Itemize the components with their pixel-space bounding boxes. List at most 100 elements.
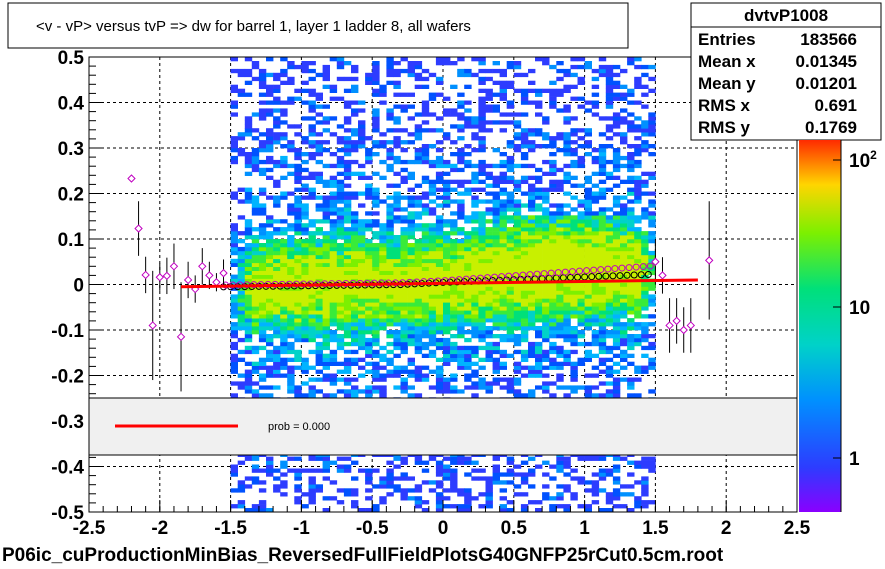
heatmap-cell bbox=[520, 243, 529, 248]
heatmap-cell bbox=[407, 369, 415, 374]
heatmap-cell bbox=[414, 318, 423, 323]
heatmap-cell bbox=[379, 393, 387, 398]
heatmap-cell bbox=[620, 504, 628, 509]
heatmap-cell bbox=[336, 76, 345, 82]
heatmap-cell bbox=[393, 290, 401, 295]
heatmap-cell bbox=[386, 203, 394, 208]
heatmap-cell bbox=[528, 282, 536, 287]
heatmap-cell bbox=[237, 239, 246, 244]
heatmap-cell bbox=[280, 306, 288, 311]
heatmap-cell bbox=[372, 68, 380, 74]
heatmap-cell bbox=[605, 68, 614, 74]
heatmap-cell bbox=[598, 393, 607, 398]
heatmap-cell bbox=[443, 171, 451, 176]
outer-mean-point bbox=[183, 275, 193, 285]
heatmap-cell bbox=[379, 199, 387, 204]
heatmap-cell bbox=[308, 322, 316, 327]
heatmap-cell bbox=[542, 282, 550, 287]
heatmap-cell bbox=[244, 80, 253, 85]
heatmap-cell bbox=[308, 274, 316, 279]
heatmap-cell bbox=[315, 112, 323, 117]
heatmap-cell bbox=[627, 191, 635, 196]
heatmap-cell bbox=[612, 389, 621, 394]
heatmap-cell bbox=[358, 243, 366, 248]
heatmap-cell bbox=[577, 96, 585, 101]
heatmap-cell bbox=[641, 484, 649, 489]
heatmap-cell bbox=[627, 377, 635, 382]
heatmap-cell bbox=[598, 330, 607, 335]
heatmap-cell bbox=[372, 318, 380, 323]
heatmap-cell bbox=[584, 262, 592, 267]
heatmap-cell bbox=[294, 152, 302, 157]
heatmap-cell bbox=[244, 286, 253, 291]
heatmap-cell bbox=[428, 270, 437, 275]
heatmap-cell bbox=[443, 250, 451, 256]
heatmap-cell bbox=[478, 219, 486, 224]
heatmap-cell bbox=[435, 310, 444, 315]
heatmap-cell bbox=[549, 243, 557, 248]
heatmap-cell bbox=[492, 235, 500, 240]
heatmap-cell bbox=[443, 286, 451, 291]
heatmap-cell bbox=[273, 270, 281, 275]
heatmap-cell bbox=[520, 246, 529, 252]
heatmap-cell bbox=[421, 258, 430, 264]
heatmap-cell bbox=[301, 246, 309, 252]
heatmap-cell bbox=[251, 203, 260, 208]
heatmap-cell bbox=[506, 112, 515, 117]
heatmap-cell bbox=[513, 144, 522, 149]
heatmap-cell bbox=[492, 476, 500, 481]
heatmap-cell bbox=[591, 330, 600, 335]
heatmap-cell bbox=[251, 64, 260, 70]
heatmap-cell bbox=[251, 306, 260, 311]
heatmap-cell bbox=[535, 144, 543, 149]
heatmap-cell bbox=[443, 385, 451, 390]
heatmap-cell bbox=[308, 377, 316, 382]
heatmap-cell bbox=[386, 322, 394, 327]
heatmap-cell bbox=[542, 132, 550, 137]
heatmap-cell bbox=[329, 258, 338, 264]
heatmap-cell bbox=[634, 175, 642, 180]
heatmap-cell bbox=[336, 337, 345, 343]
heatmap-cell bbox=[421, 318, 430, 323]
heatmap-cell bbox=[520, 144, 529, 149]
heatmap-cell bbox=[322, 207, 330, 212]
heatmap-cell bbox=[287, 322, 295, 327]
heatmap-cell bbox=[308, 270, 316, 275]
heatmap-cell bbox=[230, 88, 238, 93]
heatmap-cell bbox=[499, 326, 507, 331]
heatmap-cell bbox=[506, 254, 515, 260]
heatmap-cell bbox=[485, 76, 493, 82]
heatmap-cell bbox=[251, 314, 260, 319]
heatmap-cell bbox=[435, 179, 444, 184]
heatmap-cell bbox=[351, 140, 359, 145]
heatmap-cell bbox=[372, 72, 380, 78]
heatmap-cell bbox=[485, 266, 493, 271]
heatmap-cell bbox=[336, 124, 345, 129]
heatmap-cell bbox=[471, 148, 479, 153]
profile-point bbox=[616, 272, 624, 280]
heatmap-cell bbox=[591, 148, 600, 153]
heatmap-cell bbox=[598, 144, 607, 149]
heatmap-cell bbox=[351, 326, 359, 331]
heatmap-cell bbox=[351, 270, 359, 275]
heatmap-cell bbox=[457, 302, 465, 307]
heatmap-cell bbox=[379, 326, 387, 331]
heatmap-cell bbox=[542, 159, 550, 165]
heatmap-cell bbox=[627, 282, 635, 287]
heatmap-cell bbox=[365, 270, 373, 275]
heatmap-cell bbox=[492, 231, 500, 236]
heatmap-cell bbox=[414, 369, 423, 374]
heatmap-cell bbox=[329, 322, 338, 327]
heatmap-cell bbox=[457, 345, 465, 351]
heatmap-cell bbox=[464, 179, 472, 184]
heatmap-cell bbox=[351, 132, 359, 137]
heatmap-cell bbox=[471, 302, 479, 307]
heatmap-cell bbox=[612, 80, 621, 85]
heatmap-cell bbox=[584, 290, 592, 295]
heatmap-cell bbox=[258, 377, 267, 382]
heatmap-cell bbox=[634, 306, 642, 311]
heatmap-cell bbox=[400, 262, 408, 267]
heatmap-cell bbox=[400, 227, 408, 232]
heatmap-cell bbox=[641, 480, 649, 485]
mean-point bbox=[498, 273, 506, 281]
